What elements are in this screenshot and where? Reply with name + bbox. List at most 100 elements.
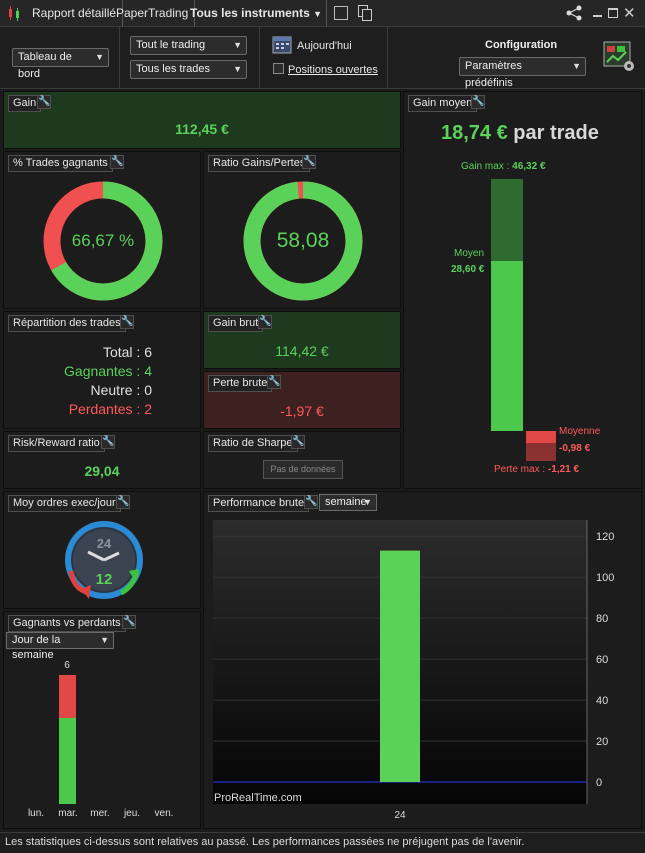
distribution-list: Total : 6 Gagnantes : 4 Neutre : 0 Perda… xyxy=(4,343,152,419)
total-label: Total : xyxy=(102,344,141,360)
disclaimer: Les statistiques ci-dessus sont relative… xyxy=(0,832,645,853)
calendar-icon[interactable] xyxy=(272,34,292,54)
y-tick-label: 60 xyxy=(596,654,608,666)
instruments-dropdown[interactable]: Tous les instruments ▼ xyxy=(184,0,328,27)
avg-value: 28,60 € xyxy=(451,264,485,275)
wrench-icon[interactable]: 🔧 xyxy=(471,95,485,109)
wrench-icon[interactable]: 🔧 xyxy=(304,495,318,509)
settings-chart-icon[interactable] xyxy=(603,40,635,72)
panel-title: Performance brute xyxy=(208,495,310,512)
max-gain-bar xyxy=(491,179,523,261)
sharpe-panel: Ratio de Sharpe 🔧 Pas de données xyxy=(203,431,401,489)
open-positions-label[interactable]: Positions ouvertes xyxy=(288,64,378,76)
wrench-icon[interactable]: 🔧 xyxy=(291,435,305,449)
instruments-label: Tous les instruments xyxy=(190,6,310,20)
avg-gain-bar xyxy=(491,261,523,431)
winners-row: Gagnantes : 4 xyxy=(4,362,152,381)
chevron-down-icon: ▼ xyxy=(95,52,104,62)
panel-title: Gagnants vs perdants xyxy=(8,615,126,632)
panel-title: Ratio de Sharpe xyxy=(208,435,298,452)
weekday-select[interactable]: Jour de la semaine ▼ xyxy=(6,632,114,661)
minimize-icon[interactable] xyxy=(593,15,602,17)
neutral-row: Neutre : 0 xyxy=(4,381,153,400)
performance-bar xyxy=(380,550,420,782)
today-button[interactable]: Aujourd'hui xyxy=(297,40,352,52)
close-icon[interactable]: ✕ xyxy=(623,5,636,22)
gain-loss-ratio-panel: Ratio Gains/Pertes 🔧 58,08 xyxy=(203,151,401,309)
wrench-icon[interactable]: 🔧 xyxy=(258,315,272,329)
open-positions-checkbox[interactable] xyxy=(273,63,284,74)
trading-select[interactable]: Tout le trading ▼ xyxy=(130,36,247,55)
panel-title: Gain moyen xyxy=(408,95,478,112)
winners-value: 4 xyxy=(144,363,152,379)
weekday-select-value: Jour de la semaine xyxy=(12,634,61,661)
configuration-title: Configuration xyxy=(485,39,558,51)
wrench-icon[interactable]: 🔧 xyxy=(122,615,136,629)
export-icon[interactable] xyxy=(334,6,348,20)
donut-win-arc xyxy=(43,181,163,301)
wrench-icon[interactable]: 🔧 xyxy=(37,95,51,109)
avg-gain-headline: 18,74 € par trade xyxy=(441,122,599,145)
panel-title: Moy ordres exec/jour xyxy=(8,495,121,512)
win-rate-value: 66,67 % xyxy=(71,231,135,250)
chevron-down-icon: ▼ xyxy=(572,61,581,71)
risk-reward-panel: Risk/Reward ratio 🔧 29,04 xyxy=(3,431,201,489)
wrench-icon[interactable]: 🔧 xyxy=(267,375,281,389)
dashboard-select-value: Tableau de bord xyxy=(18,51,72,80)
losers-label: Perdantes : xyxy=(68,401,141,417)
avg-gain-panel: Gain moyen 🔧 18,74 € par trade Gain max … xyxy=(403,91,642,489)
max-loss-bar xyxy=(526,443,556,461)
panel-title: Gain brut xyxy=(208,315,264,332)
neutral-label: Neutre : xyxy=(90,382,141,398)
wrench-icon[interactable]: 🔧 xyxy=(302,155,316,169)
risk-reward-value: 29,04 xyxy=(84,463,120,479)
wrench-icon[interactable]: 🔧 xyxy=(101,435,115,449)
exec-value: 12 xyxy=(95,571,113,588)
tab-detailed-report[interactable]: Rapport détaillé xyxy=(26,0,124,27)
share-icon[interactable] xyxy=(566,5,582,21)
maximize-icon[interactable] xyxy=(608,8,618,18)
tab-papertrading[interactable]: PaperTrading xyxy=(110,0,196,27)
day-label: jeu. xyxy=(123,808,141,819)
copy-icon[interactable] xyxy=(358,5,372,21)
total-value: 6 xyxy=(144,344,152,360)
gross-loss-value: -1,97 € xyxy=(280,403,324,419)
avg-gain-value: 18,74 € xyxy=(441,122,508,144)
wrench-icon[interactable]: 🔧 xyxy=(110,155,124,169)
watermark: ProRealTime.com xyxy=(214,792,302,804)
win-rate-donut xyxy=(43,181,163,301)
avg-label: Moyen xyxy=(454,248,485,259)
no-data-button: Pas de données xyxy=(263,460,343,479)
avg-gain-suffix: par trade xyxy=(513,122,599,144)
chevron-down-icon: ▼ xyxy=(233,40,242,50)
losers-bar xyxy=(59,675,76,718)
winners-label: Gagnantes : xyxy=(64,363,141,379)
panel-title: Perte brute xyxy=(208,375,273,392)
chevron-down-icon: ▼ xyxy=(363,497,372,507)
dashboard-select[interactable]: Tableau de bord ▼ xyxy=(12,48,109,80)
day-label: mar. xyxy=(58,808,78,819)
y-tick-label: 120 xyxy=(596,531,614,543)
window-titlebar: Rapport détaillé PaperTrading Tous les i… xyxy=(0,0,645,27)
win-rate-panel: % Trades gagnants 🔧 66,67 % xyxy=(3,151,201,309)
day-label: mer. xyxy=(90,808,110,819)
period-select[interactable]: semaine ▼ xyxy=(319,494,377,511)
wrench-icon[interactable]: 🔧 xyxy=(116,495,130,509)
orders-panel: Moy ordres exec/jour 🔧 24 12 xyxy=(3,491,201,609)
y-tick-label: 80 xyxy=(596,613,608,625)
donut-win-arc xyxy=(243,181,363,301)
max-gain-value: 46,32 € xyxy=(512,161,546,172)
gross-gain-value: 114,42 € xyxy=(275,343,329,359)
gross-gain-panel: Gain brut 🔧 114,42 € xyxy=(203,311,401,369)
trades-select[interactable]: Tous les trades ▼ xyxy=(130,60,247,79)
y-tick-label: 40 xyxy=(596,695,608,707)
gross-loss-panel: Perte brute 🔧 -1,97 € xyxy=(203,371,401,429)
presets-select[interactable]: Paramètres prédéfinis ▼ xyxy=(459,57,586,89)
performance-chart: 0 20 40 60 80 100 120 24 xyxy=(213,520,614,821)
winners-losers-panel: Gagnants vs perdants 🔧 Jour de la semain… xyxy=(3,611,201,829)
avg-loss-value: -0,98 € xyxy=(559,443,591,454)
clock-value: 24 xyxy=(96,536,112,551)
candlestick-icon xyxy=(7,6,23,21)
wrench-icon[interactable]: 🔧 xyxy=(120,315,134,329)
period-select-value: semaine xyxy=(325,496,367,508)
